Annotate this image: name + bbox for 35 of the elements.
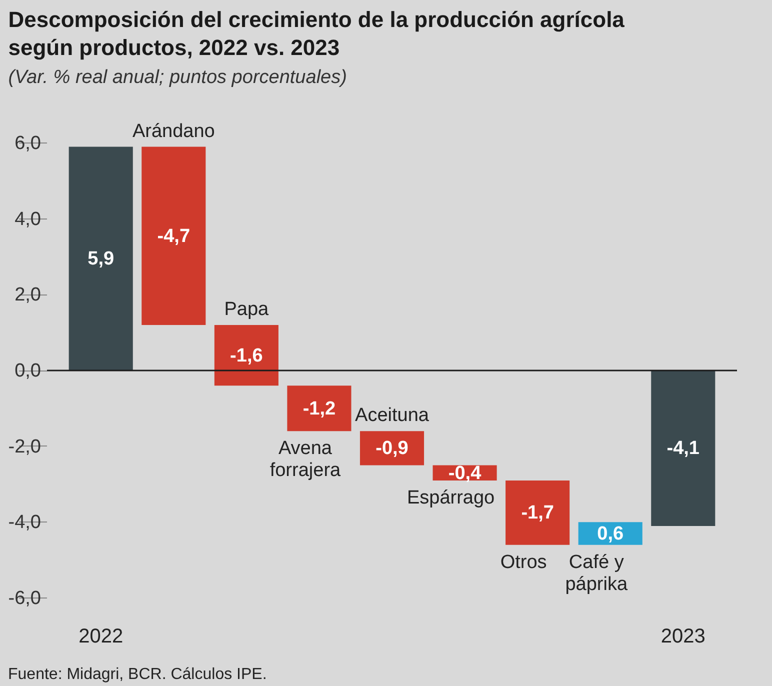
y-tick-label: 0,0 bbox=[14, 360, 41, 382]
bar bbox=[68, 146, 133, 370]
x-tick-label: Café y páprika bbox=[565, 552, 628, 595]
y-tick-label: 6,0 bbox=[14, 133, 41, 154]
chart-title: Descomposición del crecimiento de la producción agrícola según productos, 2022 vs. 2023 bbox=[8, 6, 626, 60]
bar bbox=[287, 386, 352, 432]
y-tick-label: 2,0 bbox=[14, 284, 41, 306]
x-tick-label: Espárrago bbox=[406, 487, 495, 508]
x-tick-label: Papa bbox=[224, 299, 270, 320]
x-tick-label: Arándano bbox=[132, 120, 215, 142]
data-label: 5,9 bbox=[88, 248, 114, 270]
bar bbox=[506, 480, 570, 545]
y-tick-label: -4,0 bbox=[8, 512, 41, 534]
y-tick-label: 4,0 bbox=[14, 208, 41, 230]
data-label: -1,7 bbox=[521, 502, 554, 524]
data-label: 0,6 bbox=[597, 524, 624, 545]
bar bbox=[214, 325, 278, 386]
y-tick-label: -6,0 bbox=[8, 588, 41, 609]
data-label: -4,1 bbox=[666, 438, 700, 460]
data-label: -1,6 bbox=[230, 345, 263, 366]
x-tick-label: Otros bbox=[500, 552, 547, 573]
x-tick-label: Aceituna bbox=[355, 405, 430, 426]
data-label: -4,7 bbox=[157, 226, 190, 247]
data-label: -1,2 bbox=[302, 398, 336, 420]
chart-subtitle: (Var. % real anual; puntos porcentuales) bbox=[8, 66, 347, 88]
x-tick-label: Avena forrajera bbox=[270, 438, 342, 482]
bar bbox=[651, 370, 716, 526]
x-tick-label: 2022 bbox=[78, 626, 124, 648]
x-tick-label: 2023 bbox=[660, 626, 706, 648]
bar bbox=[142, 146, 206, 325]
source-note: Fuente: Midagri, BCR. Cálculos IPE. bbox=[8, 666, 268, 684]
data-label: -0,9 bbox=[376, 438, 408, 460]
y-tick-label: -2,0 bbox=[8, 436, 41, 458]
data-label: -0,4 bbox=[448, 462, 482, 484]
bar bbox=[360, 431, 424, 466]
